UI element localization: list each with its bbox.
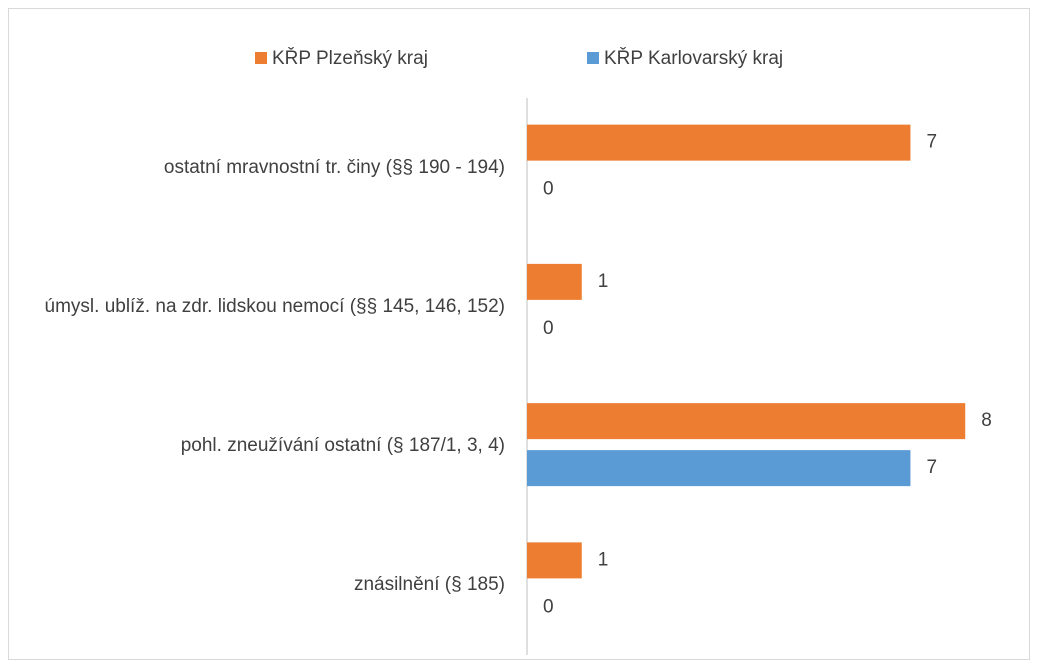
chart-border (8, 8, 1030, 660)
legend-swatch (587, 52, 599, 64)
value-label: 0 (543, 596, 554, 617)
value-label: 8 (981, 410, 992, 431)
category-text: znásilnění (§ 185) (353, 574, 505, 596)
value-label: 0 (543, 179, 554, 200)
category-text: úmysl. ublíž. na zdr. lidskou nemocí (§§… (44, 295, 505, 317)
category-label: znásilnění (§ 185) (15, 574, 505, 596)
bar (527, 403, 966, 440)
legend-swatch (255, 52, 267, 64)
value-label: 0 (543, 318, 554, 339)
category-label: pohl. zneužívání ostatní (§ 187/1, 3, 4) (15, 435, 505, 457)
bar (527, 263, 582, 300)
value-label: 1 (598, 271, 609, 292)
category-label: ostatní mravnostní tr. činy (§§ 190 - 19… (15, 157, 505, 179)
category-label: úmysl. ublíž. na zdr. lidskou nemocí (§§… (15, 296, 505, 318)
bar (527, 542, 582, 579)
value-label: 7 (926, 132, 937, 153)
category-text: ostatní mravnostní tr. činy (§§ 190 - 19… (163, 156, 505, 178)
category-text: pohl. zneužívání ostatní (§ 187/1, 3, 4) (180, 435, 505, 457)
value-label: 1 (598, 549, 609, 570)
legend-label: KŘP Plzeňský kraj (272, 47, 428, 69)
value-label: 7 (926, 457, 937, 478)
bar (527, 450, 911, 487)
bar (527, 124, 911, 161)
legend-label: KŘP Karlovarský kraj (604, 47, 783, 69)
